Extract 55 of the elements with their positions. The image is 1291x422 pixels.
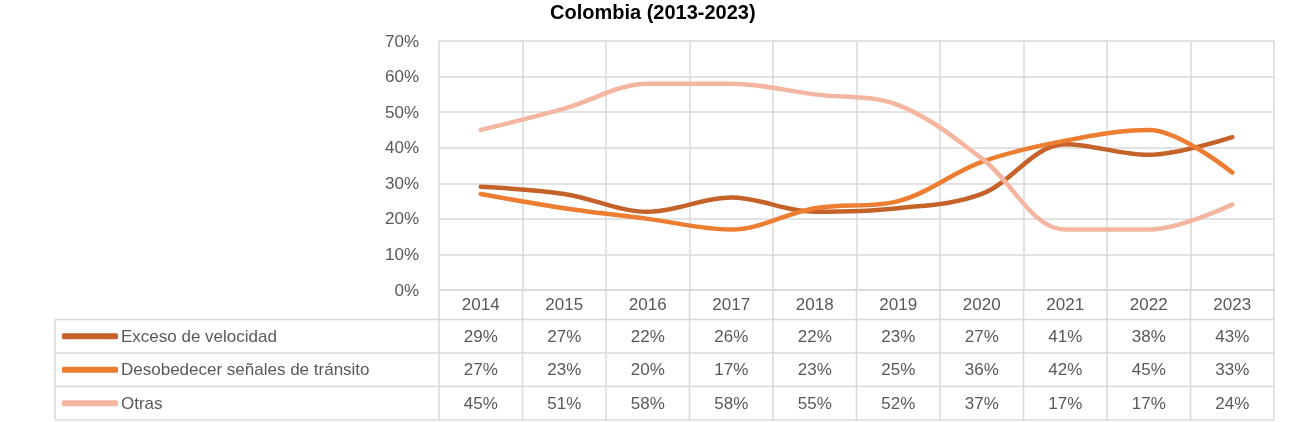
data-label: 55% xyxy=(797,393,832,413)
y-tick-label: 70% xyxy=(384,31,419,51)
line-series xyxy=(478,134,1235,214)
data-label: 17% xyxy=(714,360,749,380)
y-tick-label: 40% xyxy=(384,138,419,158)
data-label: 41% xyxy=(1048,326,1083,346)
data-label: 27% xyxy=(547,326,582,346)
data-label: 17% xyxy=(1048,393,1083,413)
legend-label: Otras xyxy=(121,393,163,413)
data-label: 25% xyxy=(881,360,916,380)
data-label: 24% xyxy=(1215,393,1250,413)
x-tick-label: 2022 xyxy=(1129,295,1168,314)
y-tick-label: 10% xyxy=(384,244,419,264)
y-tick-label: 20% xyxy=(384,209,419,229)
data-label: 17% xyxy=(1131,393,1166,413)
y-tick-label: 0% xyxy=(394,280,419,300)
x-tick-label: 2015 xyxy=(545,295,584,314)
line-series xyxy=(478,81,1235,232)
data-label: 36% xyxy=(964,360,999,380)
x-tick-label: 2018 xyxy=(795,295,834,314)
data-label: 23% xyxy=(797,360,832,380)
data-label: 29% xyxy=(463,326,498,346)
y-tick-label: 50% xyxy=(384,102,419,122)
x-tick-label: 2020 xyxy=(962,295,1001,314)
data-label: 58% xyxy=(630,393,665,413)
data-label: 20% xyxy=(630,360,665,380)
legend-label: Desobedecer señales de tránsito xyxy=(121,360,370,380)
data-label: 45% xyxy=(1131,360,1166,380)
data-label: 52% xyxy=(881,393,916,413)
data-label: 33% xyxy=(1215,360,1250,380)
data-label: 22% xyxy=(797,326,832,346)
data-label: 58% xyxy=(714,393,749,413)
data-label: 23% xyxy=(881,326,916,346)
y-tick-label: 30% xyxy=(384,173,419,193)
chart-title: Colombia (2013-2023) xyxy=(550,1,756,23)
x-tick-label: 2019 xyxy=(879,295,918,314)
x-tick-label: 2017 xyxy=(712,295,751,314)
data-label: 51% xyxy=(547,393,582,413)
x-tick-label: 2021 xyxy=(1046,295,1085,314)
legend-label: Exceso de velocidad xyxy=(121,326,277,346)
data-label: 42% xyxy=(1048,360,1083,380)
data-label: 43% xyxy=(1215,326,1250,346)
data-label: 27% xyxy=(463,360,498,380)
data-label: 27% xyxy=(964,326,999,346)
data-label: 37% xyxy=(964,393,999,413)
data-label: 45% xyxy=(463,393,498,413)
data-label: 23% xyxy=(547,360,582,380)
x-tick-label: 2016 xyxy=(628,295,667,314)
data-label: 38% xyxy=(1131,326,1166,346)
y-tick-label: 60% xyxy=(384,67,419,87)
data-label: 26% xyxy=(714,326,749,346)
x-tick-label: 2023 xyxy=(1213,295,1252,314)
line-series xyxy=(478,127,1235,232)
x-tick-label: 2014 xyxy=(461,295,500,314)
data-label: 22% xyxy=(630,326,665,346)
